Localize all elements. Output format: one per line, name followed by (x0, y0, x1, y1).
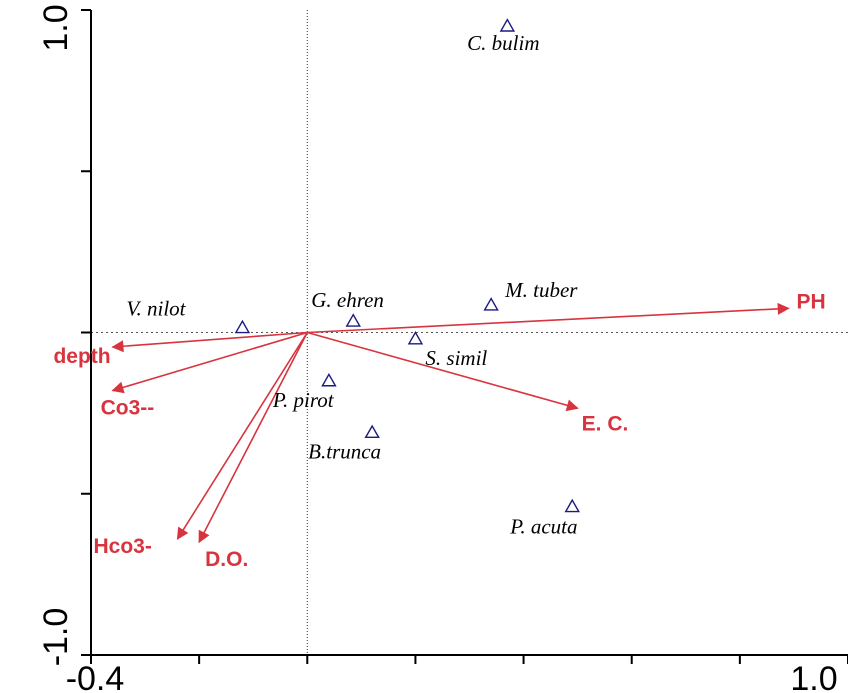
species-marker (321, 372, 337, 387)
species-label: V. nilot (126, 297, 186, 321)
species-marker (483, 297, 499, 311)
env-label: Co3-- (101, 397, 155, 420)
x-tick-label: -0.4 (66, 660, 125, 693)
env-label: D.O. (205, 548, 248, 571)
species-marker (345, 313, 361, 327)
species-label: C. bulim (467, 31, 539, 55)
species-marker (234, 319, 251, 334)
y-tick-label: 1.0 (37, 4, 75, 51)
species-marker (364, 424, 380, 439)
env-arrow (198, 332, 308, 544)
species-points-group: C. bulim M. tuber G. ehren V. nilot S. simil… (126, 18, 580, 539)
species-label: S. simil (425, 346, 487, 370)
species-marker (407, 331, 424, 345)
env-arrow (111, 331, 308, 353)
species-label: P. pirot (272, 388, 335, 412)
x-tick-label: 1.0 (790, 660, 837, 693)
env-label: PH (797, 290, 826, 313)
env-label: depth (53, 345, 110, 368)
axes-group: 1.0 -1.0-0.4 1.0 (37, 4, 848, 693)
env-arrow (176, 332, 308, 540)
env-label: E. C. (582, 412, 629, 435)
species-label: P. acuta (509, 515, 577, 539)
env-arrow (307, 302, 790, 334)
species-marker (564, 498, 580, 513)
species-label: G. ehren (311, 288, 384, 312)
y-tick-label: -1.0 (37, 608, 75, 667)
species-marker (499, 18, 516, 32)
env-vectors-group: PH depth Co3-- E. C. Hco3- D.O. (53, 290, 825, 571)
env-arrow (307, 331, 579, 412)
env-label: Hco3- (94, 535, 152, 558)
species-label: M. tuber (504, 278, 578, 302)
env-arrow (111, 331, 308, 394)
species-label: B.trunca (308, 439, 381, 463)
